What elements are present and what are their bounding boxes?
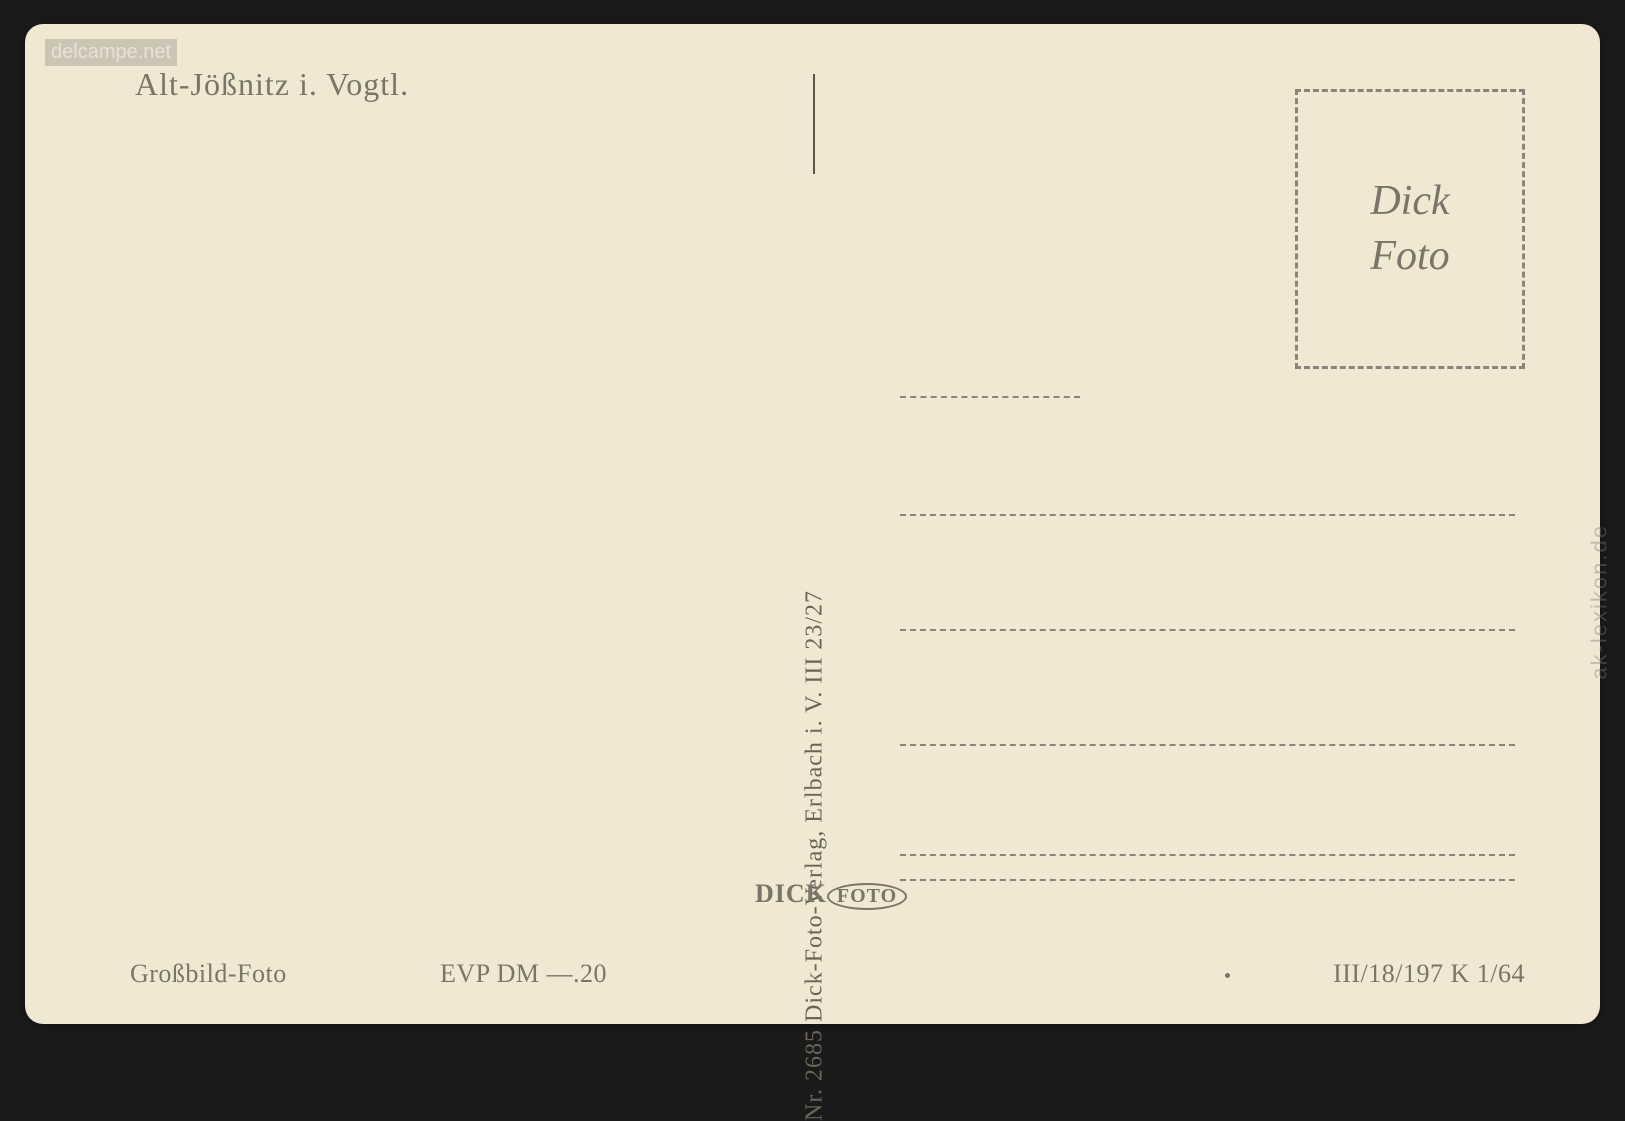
publisher-info: Nr. 2685 Dick-Foto-Verlag, Erlbach i. V.… — [802, 590, 829, 1121]
footer-price-text: EVP DM —.20 — [440, 959, 607, 989]
address-line-3 — [900, 629, 1515, 631]
stamp-line-1: Dick — [1370, 174, 1449, 229]
address-line-5a — [900, 854, 1515, 856]
publisher-info-container: Nr. 2685 Dick-Foto-Verlag, Erlbach i. V.… — [805, 169, 825, 869]
footer-dot — [1225, 973, 1230, 978]
postcard-back: Alt-Jößnitz i. Vogtl. Nr. 2685 Dick-Foto… — [25, 24, 1600, 1024]
stamp-line-2: Foto — [1370, 229, 1449, 284]
publisher-logo: DICKFOTO — [755, 879, 907, 910]
location-title: Alt-Jößnitz i. Vogtl. — [135, 66, 409, 103]
watermark-right: ak-lexikon.de — [1587, 524, 1613, 680]
footer-left-text: Großbild-Foto — [130, 959, 287, 989]
address-line-4 — [900, 744, 1515, 746]
logo-part-1: DICK — [755, 879, 827, 908]
stamp-placeholder: Dick Foto — [1295, 89, 1525, 369]
address-line-2 — [900, 514, 1515, 516]
logo-part-2: FOTO — [827, 883, 907, 910]
stamp-text: Dick Foto — [1370, 174, 1449, 283]
center-divider-line — [813, 74, 815, 174]
address-line-1 — [900, 396, 1080, 398]
footer-right-code: III/18/197 K 1/64 — [1333, 959, 1525, 989]
address-line-5b — [900, 879, 1515, 881]
watermark-top-left: delcampe.net — [45, 39, 177, 66]
